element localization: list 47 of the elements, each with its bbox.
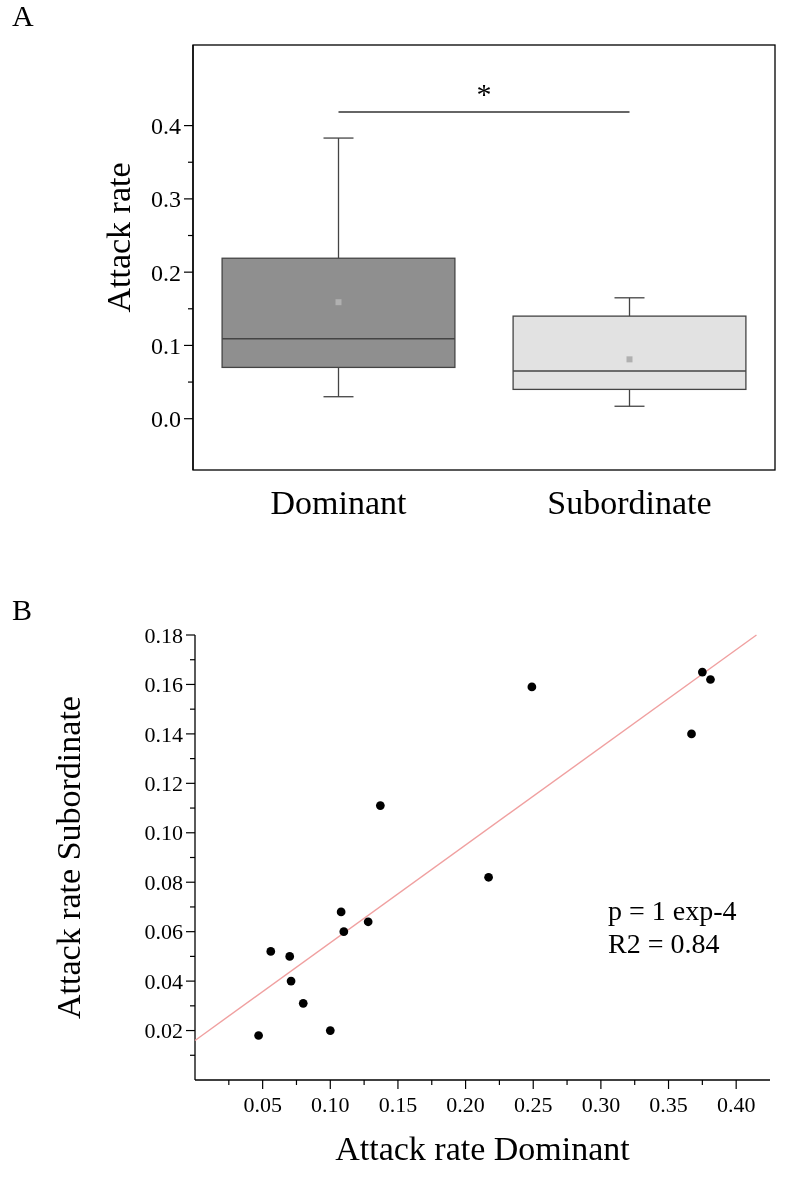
point [697, 667, 707, 677]
point [363, 917, 373, 927]
x-tick-label: 0.05 [243, 1092, 282, 1117]
y-tick-label: 0.16 [144, 672, 183, 698]
point [527, 682, 537, 692]
annotation: R2 = 0.84 [608, 928, 720, 959]
x-tick-label: 0.40 [716, 1092, 756, 1117]
point [285, 952, 295, 961]
y-tick-label: 0.3 [151, 186, 181, 213]
annotation: * [476, 77, 492, 111]
x-tick-label: 0.25 [513, 1092, 553, 1117]
x-tick-label: 0.35 [649, 1092, 688, 1117]
x-tick-label: Dominant [270, 484, 408, 521]
y-axis-title: Attack rate [100, 162, 137, 313]
point [375, 801, 385, 810]
point [484, 872, 493, 882]
point [339, 927, 349, 937]
chart-title: A [12, 0, 34, 32]
y-tick-label: 0.18 [144, 622, 183, 648]
y-tick-label: 0.2 [151, 259, 181, 286]
point [254, 1031, 263, 1040]
y-tick-label: 0.12 [144, 771, 183, 797]
point [706, 675, 715, 684]
x-tick-label: 0.30 [581, 1092, 621, 1117]
point [286, 976, 296, 986]
x-tick-label: 0.20 [446, 1092, 485, 1117]
point [298, 999, 308, 1008]
y-tick-label: 0.06 [144, 919, 183, 945]
y-tick-label: 0.0 [151, 406, 181, 433]
y-tick-label: 0.4 [151, 113, 181, 139]
y-tick-label: 0.02 [144, 1018, 183, 1044]
y-tick-label: 0.14 [144, 721, 183, 747]
chart-title: B [12, 593, 33, 626]
x-axis-title: Attack rate Dominant [335, 1130, 631, 1167]
y-tick-label: 0.08 [144, 869, 183, 895]
point [687, 729, 696, 739]
y-tick-label: 0.04 [144, 968, 183, 994]
annotation: p = 1 exp-4 [608, 895, 737, 926]
x-tick-label: 0.10 [311, 1092, 350, 1117]
point [266, 947, 276, 956]
y-tick-label: 0.10 [144, 820, 183, 846]
point [325, 1026, 335, 1035]
x-tick-label: 0.15 [378, 1092, 418, 1117]
y-tick-label: 0.1 [151, 332, 181, 359]
point [336, 907, 346, 917]
x-tick-label: Subordinate [547, 484, 712, 521]
y-axis-title: Attack rate Subordinate [50, 696, 87, 1019]
